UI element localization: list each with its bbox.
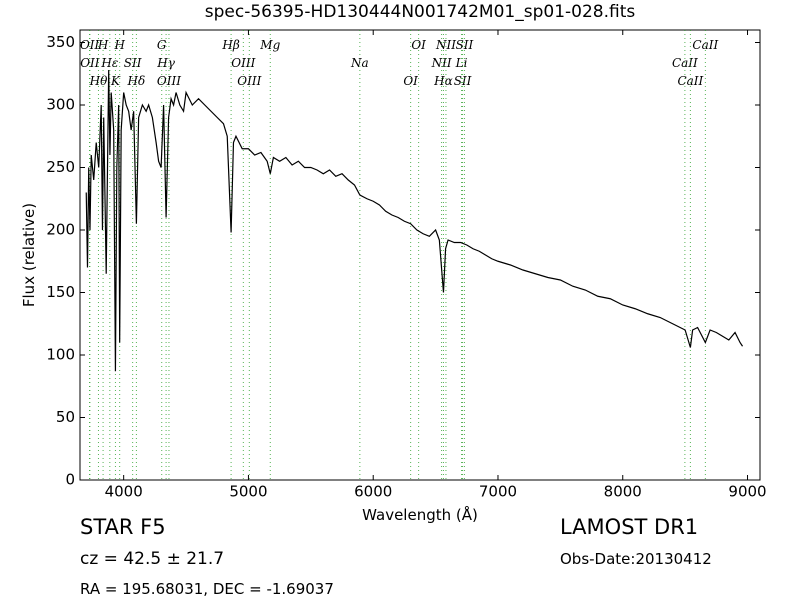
spectral-line-label: CaII (692, 38, 718, 52)
y-tick-label: 250 (46, 158, 75, 176)
spectral-line-label: SII (454, 74, 472, 88)
spectral-line-label: NII (435, 38, 456, 52)
y-tick-label: 350 (46, 33, 75, 51)
chart-title: spec-56395-HD130444N001742M01_sp01-028.f… (205, 2, 636, 22)
spectral-line-label: OI (403, 74, 418, 88)
spectral-line-label: Hε (100, 56, 118, 70)
y-tick-label: 150 (46, 283, 75, 301)
annotation: STAR F5 (80, 515, 166, 539)
spectral-line-label: OIII (237, 74, 261, 88)
x-tick-label: 8000 (604, 483, 642, 501)
spectral-line-label: Hβ (221, 38, 239, 52)
y-tick-label: 200 (46, 221, 75, 239)
x-tick-label: 7000 (479, 483, 517, 501)
spectrum-line (85, 69, 744, 372)
spectral-line-label: OII (80, 56, 100, 70)
spectral-line-label: H (113, 38, 125, 52)
y-tick-label: 0 (65, 471, 75, 489)
spectral-line-label: Hδ (127, 74, 146, 88)
spectral-line-label: Na (350, 56, 369, 70)
spectral-line-label: CaII (677, 74, 703, 88)
spectral-line-label: SII (124, 56, 142, 70)
spectral-line-label: OIII (231, 56, 255, 70)
annotation: RA = 195.68031, DEC = -1.69037 (80, 580, 334, 598)
spectral-line-label: H (97, 38, 109, 52)
spectral-line-label: G (157, 38, 167, 52)
x-tick-label: 9000 (728, 483, 766, 501)
spectral-line-label: Mg (259, 38, 280, 52)
annotation: LAMOST DR1 (560, 515, 698, 539)
spectral-line-label: OIII (157, 74, 181, 88)
x-tick-label: 6000 (354, 483, 392, 501)
spectral-line-label: Hα (433, 74, 453, 88)
spectral-line-label: OII (80, 38, 100, 52)
spectral-line-label: Hγ (156, 56, 175, 70)
annotation: cz = 42.5 ± 21.7 (80, 549, 224, 569)
annotation: Obs-Date:20130412 (560, 550, 712, 568)
spectral-line-label: Li (455, 56, 468, 70)
y-axis-label: Flux (relative) (20, 203, 38, 307)
plot-frame (79, 29, 761, 481)
x-axis-label: Wavelength (Å) (362, 505, 478, 524)
spectral-line-label: K (110, 74, 121, 88)
x-tick-label: 4000 (105, 483, 143, 501)
y-tick-label: 50 (56, 408, 75, 426)
spectral-line-label: SII (456, 38, 474, 52)
spectral-line-label: CaII (672, 56, 698, 70)
spectral-line-label: Hθ (89, 74, 108, 88)
spectral-line-label: OI (411, 38, 426, 52)
spectral-line-label: NII (431, 56, 452, 70)
y-tick-label: 300 (46, 96, 75, 114)
y-tick-label: 100 (46, 346, 75, 364)
x-tick-label: 5000 (229, 483, 267, 501)
